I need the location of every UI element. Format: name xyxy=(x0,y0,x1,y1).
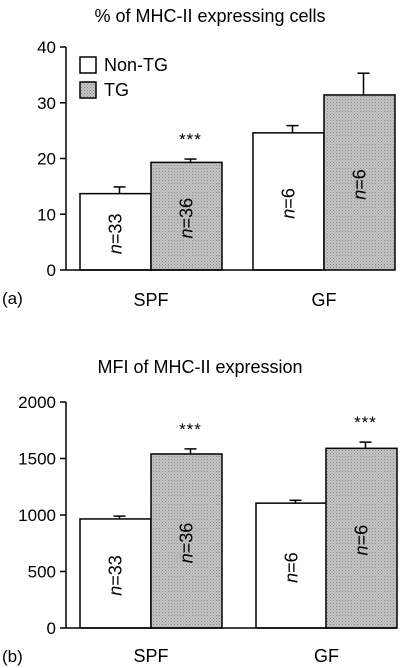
n-label: n=6 xyxy=(350,169,370,200)
panel-label: (a) xyxy=(2,289,23,308)
n-label: n=6 xyxy=(352,525,372,556)
category-label-spf: SPF xyxy=(133,290,168,310)
significance-label: *** xyxy=(179,420,202,439)
y-tick-label: 20 xyxy=(37,150,56,169)
y-tick-label: 30 xyxy=(37,94,56,113)
n-label: n=36 xyxy=(177,523,197,564)
legend-label: TG xyxy=(104,80,129,100)
n-label: n=6 xyxy=(282,552,302,583)
significance-label: *** xyxy=(354,413,377,432)
y-tick-label: 0 xyxy=(47,619,56,638)
y-tick-label: 0 xyxy=(47,261,56,280)
n-label: n=33 xyxy=(106,555,126,596)
y-tick-label: 1000 xyxy=(18,506,56,525)
y-tick-label: 10 xyxy=(37,205,56,224)
y-tick-label: 40 xyxy=(37,38,56,57)
n-label: n=33 xyxy=(106,214,126,255)
bar-tg-gf xyxy=(325,447,398,629)
bar-tg-spf xyxy=(150,453,223,629)
n-label: n=6 xyxy=(279,188,299,219)
legend-swatch-tg xyxy=(79,81,97,99)
chart-title: % of MHC-II expressing cells xyxy=(94,6,325,26)
bar-tg-spf xyxy=(150,161,223,271)
panel-label: (b) xyxy=(2,647,23,666)
category-label-gf: GF xyxy=(314,646,339,666)
category-label-gf: GF xyxy=(312,290,337,310)
significance-label: *** xyxy=(179,130,202,149)
y-tick-label: 2000 xyxy=(18,393,56,412)
legend-swatch-non-tg xyxy=(79,56,97,74)
bar-non-tg-gf xyxy=(255,502,328,629)
bar-non-tg-spf xyxy=(79,192,152,271)
n-label: n=36 xyxy=(177,198,197,239)
bar-tg-gf xyxy=(323,94,396,271)
y-tick-label: 1500 xyxy=(18,450,56,469)
legend-label: Non-TG xyxy=(104,55,168,75)
category-label-spf: SPF xyxy=(133,646,168,666)
chart-title: MFI of MHC-II expression xyxy=(97,357,302,377)
y-tick-label: 500 xyxy=(28,563,56,582)
